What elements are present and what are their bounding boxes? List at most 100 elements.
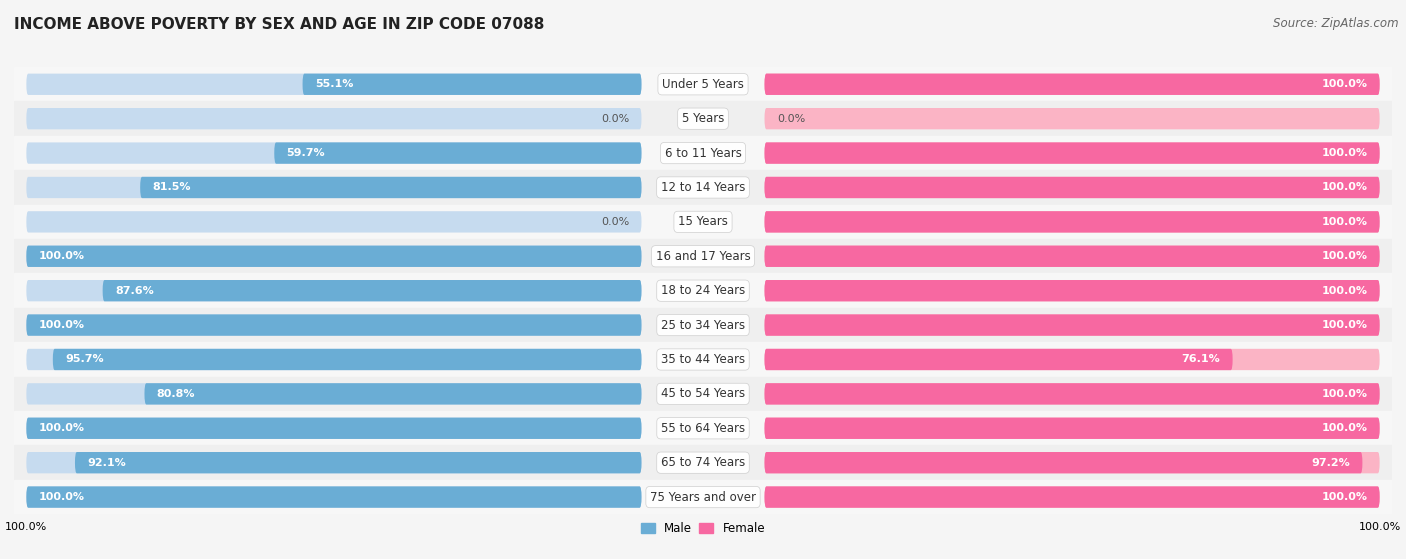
Text: 35 to 44 Years: 35 to 44 Years bbox=[661, 353, 745, 366]
Text: 76.1%: 76.1% bbox=[1181, 354, 1220, 364]
Bar bbox=[14, 342, 1392, 377]
Text: 87.6%: 87.6% bbox=[115, 286, 153, 296]
Text: 25 to 34 Years: 25 to 34 Years bbox=[661, 319, 745, 331]
FancyBboxPatch shape bbox=[765, 280, 1379, 301]
Text: 100.0%: 100.0% bbox=[1322, 217, 1367, 227]
FancyBboxPatch shape bbox=[765, 349, 1379, 370]
Bar bbox=[14, 102, 1392, 136]
Text: 45 to 54 Years: 45 to 54 Years bbox=[661, 387, 745, 400]
FancyBboxPatch shape bbox=[765, 74, 1379, 95]
FancyBboxPatch shape bbox=[27, 280, 641, 301]
FancyBboxPatch shape bbox=[75, 452, 641, 473]
FancyBboxPatch shape bbox=[27, 245, 641, 267]
FancyBboxPatch shape bbox=[765, 314, 1379, 336]
FancyBboxPatch shape bbox=[27, 143, 641, 164]
Bar bbox=[14, 136, 1392, 170]
Text: 12 to 14 Years: 12 to 14 Years bbox=[661, 181, 745, 194]
FancyBboxPatch shape bbox=[27, 349, 641, 370]
FancyBboxPatch shape bbox=[27, 418, 641, 439]
Text: 5 Years: 5 Years bbox=[682, 112, 724, 125]
Text: 100.0%: 100.0% bbox=[38, 320, 84, 330]
Text: 100.0%: 100.0% bbox=[1322, 286, 1367, 296]
FancyBboxPatch shape bbox=[27, 211, 641, 233]
FancyBboxPatch shape bbox=[765, 383, 1379, 405]
FancyBboxPatch shape bbox=[27, 486, 641, 508]
FancyBboxPatch shape bbox=[765, 211, 1379, 233]
Text: 95.7%: 95.7% bbox=[65, 354, 104, 364]
FancyBboxPatch shape bbox=[302, 74, 641, 95]
Text: 100.0%: 100.0% bbox=[1322, 79, 1367, 89]
Bar bbox=[14, 308, 1392, 342]
Text: 80.8%: 80.8% bbox=[157, 389, 195, 399]
Text: 6 to 11 Years: 6 to 11 Years bbox=[665, 146, 741, 159]
Bar bbox=[14, 411, 1392, 446]
Bar bbox=[14, 446, 1392, 480]
Text: 100.0%: 100.0% bbox=[1322, 389, 1367, 399]
FancyBboxPatch shape bbox=[274, 143, 641, 164]
Text: 97.2%: 97.2% bbox=[1312, 458, 1350, 468]
Bar bbox=[14, 480, 1392, 514]
Text: 0.0%: 0.0% bbox=[600, 113, 630, 124]
FancyBboxPatch shape bbox=[765, 418, 1379, 439]
Text: 81.5%: 81.5% bbox=[152, 182, 191, 192]
Text: 59.7%: 59.7% bbox=[287, 148, 325, 158]
Bar bbox=[14, 205, 1392, 239]
Text: 100.0%: 100.0% bbox=[1322, 423, 1367, 433]
Text: 65 to 74 Years: 65 to 74 Years bbox=[661, 456, 745, 469]
FancyBboxPatch shape bbox=[145, 383, 641, 405]
Text: 100.0%: 100.0% bbox=[38, 423, 84, 433]
Text: 100.0%: 100.0% bbox=[1322, 182, 1367, 192]
FancyBboxPatch shape bbox=[27, 486, 641, 508]
Legend: Male, Female: Male, Female bbox=[636, 517, 770, 539]
FancyBboxPatch shape bbox=[27, 314, 641, 336]
Text: 15 Years: 15 Years bbox=[678, 215, 728, 229]
FancyBboxPatch shape bbox=[765, 314, 1379, 336]
FancyBboxPatch shape bbox=[765, 143, 1379, 164]
Bar bbox=[14, 67, 1392, 102]
Text: 0.0%: 0.0% bbox=[600, 217, 630, 227]
FancyBboxPatch shape bbox=[27, 452, 641, 473]
Text: 16 and 17 Years: 16 and 17 Years bbox=[655, 250, 751, 263]
FancyBboxPatch shape bbox=[765, 280, 1379, 301]
FancyBboxPatch shape bbox=[27, 177, 641, 198]
FancyBboxPatch shape bbox=[27, 383, 641, 405]
FancyBboxPatch shape bbox=[765, 245, 1379, 267]
Text: 100.0%: 100.0% bbox=[38, 492, 84, 502]
Text: 0.0%: 0.0% bbox=[778, 113, 806, 124]
Bar bbox=[14, 239, 1392, 273]
Text: 92.1%: 92.1% bbox=[87, 458, 127, 468]
FancyBboxPatch shape bbox=[765, 143, 1379, 164]
FancyBboxPatch shape bbox=[765, 211, 1379, 233]
FancyBboxPatch shape bbox=[765, 349, 1233, 370]
FancyBboxPatch shape bbox=[27, 418, 641, 439]
Text: Source: ZipAtlas.com: Source: ZipAtlas.com bbox=[1274, 17, 1399, 30]
FancyBboxPatch shape bbox=[765, 177, 1379, 198]
Text: 18 to 24 Years: 18 to 24 Years bbox=[661, 284, 745, 297]
Bar bbox=[14, 273, 1392, 308]
Text: 100.0%: 100.0% bbox=[1322, 148, 1367, 158]
FancyBboxPatch shape bbox=[765, 177, 1379, 198]
FancyBboxPatch shape bbox=[765, 383, 1379, 405]
Text: 100.0%: 100.0% bbox=[1322, 252, 1367, 261]
Text: Under 5 Years: Under 5 Years bbox=[662, 78, 744, 91]
Bar bbox=[14, 170, 1392, 205]
Text: 100.0%: 100.0% bbox=[1322, 492, 1367, 502]
Text: INCOME ABOVE POVERTY BY SEX AND AGE IN ZIP CODE 07088: INCOME ABOVE POVERTY BY SEX AND AGE IN Z… bbox=[14, 17, 544, 32]
FancyBboxPatch shape bbox=[765, 486, 1379, 508]
FancyBboxPatch shape bbox=[103, 280, 641, 301]
FancyBboxPatch shape bbox=[765, 74, 1379, 95]
FancyBboxPatch shape bbox=[141, 177, 641, 198]
FancyBboxPatch shape bbox=[765, 108, 1379, 129]
Text: 100.0%: 100.0% bbox=[38, 252, 84, 261]
Bar bbox=[14, 377, 1392, 411]
FancyBboxPatch shape bbox=[27, 74, 641, 95]
FancyBboxPatch shape bbox=[765, 452, 1379, 473]
FancyBboxPatch shape bbox=[27, 314, 641, 336]
Text: 100.0%: 100.0% bbox=[1322, 320, 1367, 330]
FancyBboxPatch shape bbox=[765, 418, 1379, 439]
Text: 55.1%: 55.1% bbox=[315, 79, 353, 89]
FancyBboxPatch shape bbox=[765, 452, 1362, 473]
FancyBboxPatch shape bbox=[27, 108, 641, 129]
Text: 55 to 64 Years: 55 to 64 Years bbox=[661, 422, 745, 435]
FancyBboxPatch shape bbox=[27, 245, 641, 267]
